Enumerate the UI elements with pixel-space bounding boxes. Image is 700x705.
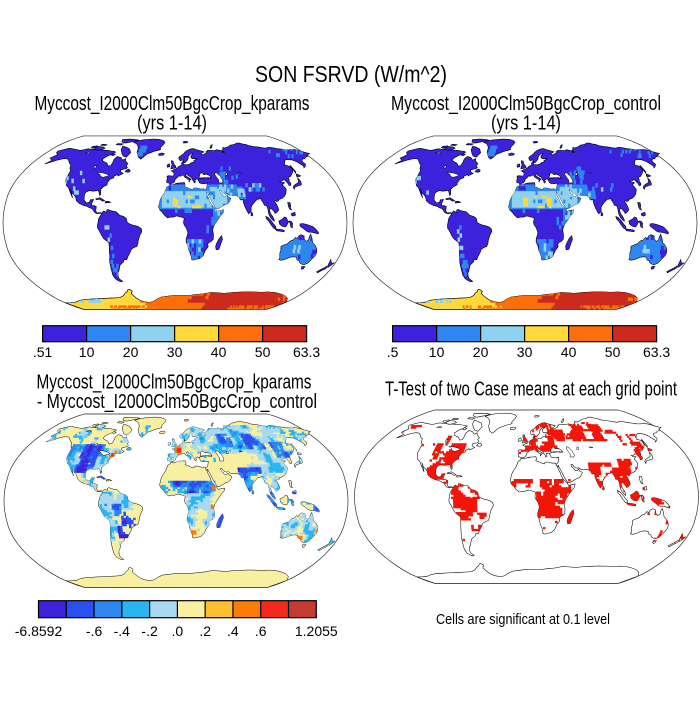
- svg-text:.0: .0: [172, 623, 184, 639]
- svg-text:50: 50: [255, 344, 271, 360]
- svg-text:10: 10: [79, 344, 95, 360]
- svg-text:20: 20: [123, 344, 139, 360]
- svg-text:40: 40: [561, 344, 577, 360]
- svg-text:- Myccost_I2000Clm50BgcCrop_co: - Myccost_I2000Clm50BgcCrop_control: [37, 391, 317, 413]
- svg-text:20: 20: [473, 344, 489, 360]
- svg-text:(yrs 1-14): (yrs 1-14): [137, 113, 207, 135]
- svg-text:.4: .4: [227, 623, 239, 639]
- svg-text:.5: .5: [387, 344, 399, 360]
- svg-text:.6: .6: [255, 623, 267, 639]
- svg-text:Myccost_I2000Clm50BgcCrop_kpar: Myccost_I2000Clm50BgcCrop_kparams: [37, 372, 312, 394]
- svg-text:1.2055: 1.2055: [295, 623, 338, 639]
- svg-text:63.3: 63.3: [293, 344, 320, 360]
- svg-text:T-Test of two Case means at ea: T-Test of two Case means at each grid po…: [385, 378, 677, 400]
- svg-text:10: 10: [429, 344, 445, 360]
- svg-text:SON FSRVD (W/m^2): SON FSRVD (W/m^2): [255, 61, 447, 87]
- svg-text:.51: .51: [33, 344, 53, 360]
- svg-text:-.4: -.4: [114, 623, 131, 639]
- svg-text:.2: .2: [199, 623, 211, 639]
- svg-text:Cells are significant at 0.1 l: Cells are significant at 0.1 level: [436, 611, 610, 628]
- svg-text:-.2: -.2: [141, 623, 158, 639]
- svg-text:-6.8592: -6.8592: [15, 623, 63, 639]
- svg-text:50: 50: [605, 344, 621, 360]
- svg-text:Myccost_I2000Clm50BgcCrop_cont: Myccost_I2000Clm50BgcCrop_control: [391, 93, 661, 115]
- svg-text:(yrs 1-14): (yrs 1-14): [491, 113, 561, 135]
- svg-text:40: 40: [211, 344, 227, 360]
- svg-text:30: 30: [167, 344, 183, 360]
- svg-text:30: 30: [517, 344, 533, 360]
- svg-text:Myccost_I2000Clm50BgcCrop_kpar: Myccost_I2000Clm50BgcCrop_kparams: [35, 93, 310, 115]
- svg-text:-.6: -.6: [86, 623, 103, 639]
- svg-text:63.3: 63.3: [643, 344, 670, 360]
